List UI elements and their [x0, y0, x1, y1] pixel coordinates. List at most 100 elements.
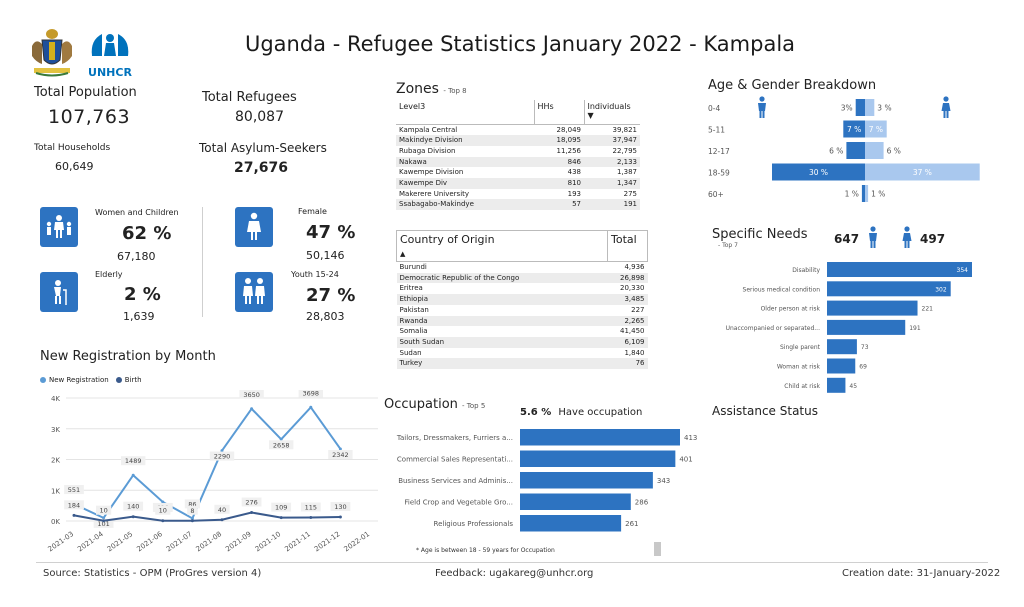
origin-country-cell: Ethiopia — [396, 294, 608, 305]
x-tick-label: 2021-11 — [283, 530, 312, 553]
age-bar-female[interactable] — [865, 163, 980, 181]
origin-table-row[interactable]: Rwanda 2,265 — [396, 315, 648, 327]
series-point[interactable] — [190, 519, 194, 523]
series-point[interactable] — [220, 449, 224, 453]
youth-icon — [243, 278, 265, 304]
age-bar-female[interactable] — [865, 185, 869, 202]
origin-total-cell: 76 — [607, 358, 648, 370]
occupation-scrollbar[interactable] — [654, 542, 661, 556]
bar[interactable] — [520, 429, 680, 446]
bar[interactable] — [827, 262, 972, 277]
occupation-have-label: Have occupation — [558, 407, 643, 418]
zones-table-row[interactable]: Makindye Division 18,095 37,947 — [396, 135, 640, 146]
origin-country-cell: Sudan — [399, 348, 422, 357]
zone-name-cell: Makindye Division — [396, 135, 534, 146]
age-female-label: 7 % — [869, 125, 883, 134]
data-label: 8 — [190, 507, 194, 515]
series-point[interactable] — [131, 473, 135, 477]
age-bar-male[interactable] — [843, 120, 865, 138]
origin-table-row[interactable]: Burundi 4,936 — [397, 262, 648, 273]
series-point[interactable] — [131, 515, 135, 519]
unhcr-emblem-icon — [91, 34, 129, 56]
zone-name-cell: Nakawa — [396, 156, 534, 168]
data-label-bg — [155, 505, 171, 515]
origin-table-row[interactable]: South Sudan 6,109 — [396, 336, 648, 348]
zones-table-row[interactable]: Kawempe Div 810 1,347 — [396, 178, 640, 189]
bar[interactable] — [827, 300, 918, 316]
series-point[interactable] — [220, 518, 224, 522]
series-point[interactable] — [190, 516, 194, 520]
bar[interactable] — [827, 319, 906, 335]
age-female-label: 6 % — [887, 147, 901, 156]
series-point[interactable] — [72, 513, 76, 517]
zone-name-cell: Kampala Central — [399, 125, 458, 134]
series-point[interactable] — [279, 516, 283, 520]
age-bar-male[interactable] — [855, 99, 865, 116]
zone-individuals-cell: 39,821 — [612, 125, 638, 134]
specific-needs-female-count: 497 — [920, 232, 946, 246]
zones-table-row[interactable]: Nakawa 846 2,133 — [396, 156, 640, 168]
data-label-bg — [214, 504, 230, 514]
origin-total-cell: 20,330 — [620, 284, 645, 293]
bar[interactable] — [827, 339, 857, 355]
zones-header-hhs[interactable]: HHs — [534, 100, 585, 124]
youth-count: 28,803 — [306, 310, 345, 323]
age-bar-male[interactable] — [772, 163, 865, 181]
series-point[interactable] — [102, 516, 106, 520]
bar[interactable] — [520, 472, 653, 489]
bar[interactable] — [827, 281, 951, 297]
bar[interactable] — [827, 358, 856, 374]
zones-table-row[interactable]: Ssabagabo-Makindye 57 191 — [396, 199, 640, 211]
male-figure-icon — [757, 96, 767, 122]
series-point[interactable] — [309, 405, 313, 409]
age-bar-female[interactable] — [865, 99, 875, 116]
occupation-note: * Age is between 18 - 59 years for Occup… — [416, 547, 555, 554]
origin-table-row[interactable]: Democratic Republic of the Congo 26,898 — [396, 272, 648, 284]
series-point[interactable] — [250, 511, 254, 515]
origin-table-row[interactable]: Pakistan 227 — [397, 305, 648, 316]
zones-table-row[interactable]: Rubaga Division 11,256 22,795 — [396, 146, 640, 157]
bar-category-label: Commercial Sales Representati... — [397, 455, 513, 463]
data-label-bg — [93, 518, 114, 528]
series-point[interactable] — [102, 519, 106, 523]
series-point[interactable] — [279, 437, 283, 441]
origin-header-country[interactable]: Country of Origin ▲ — [396, 230, 608, 262]
origin-table-row[interactable]: Turkey 76 — [396, 358, 648, 370]
series-point[interactable] — [161, 500, 165, 504]
series-point[interactable] — [309, 515, 313, 519]
age-bar-female[interactable] — [865, 120, 887, 138]
age-bar-male[interactable] — [861, 185, 865, 202]
origin-header-total[interactable]: Total — [611, 233, 637, 246]
data-label: 40 — [218, 506, 226, 514]
data-label-bg — [271, 502, 292, 512]
youth-tile — [235, 272, 273, 312]
age-bar-female[interactable] — [865, 142, 884, 159]
bar-category-label: Tailors, Dressmakers, Furriers a... — [396, 434, 513, 442]
series-point[interactable] — [161, 519, 165, 523]
origin-table-row[interactable]: Sudan 1,840 — [397, 348, 648, 359]
zones-header-level3[interactable]: Level3 — [396, 100, 535, 124]
zones-table-row[interactable]: Kampala Central 28,049 39,821 — [396, 124, 640, 135]
series-point[interactable] — [250, 407, 254, 411]
zones-header-individuals[interactable]: Individuals ▼ — [584, 100, 640, 124]
origin-country-cell: Democratic Republic of the Congo — [396, 272, 608, 284]
x-tick-label: 2021-03 — [47, 530, 76, 553]
bar[interactable] — [520, 515, 622, 532]
origin-table-row[interactable]: Ethiopia 3,485 — [396, 294, 648, 305]
bar[interactable] — [520, 450, 676, 468]
series-point[interactable] — [338, 515, 342, 519]
origin-table-row[interactable]: Eritrea 20,330 — [397, 283, 648, 294]
age-bar-male[interactable] — [846, 142, 865, 159]
bar[interactable] — [827, 377, 846, 393]
zones-table: Level3 HHs Individuals ▼ Kampala Central 2… — [396, 100, 640, 211]
series-point[interactable] — [338, 447, 342, 451]
zones-subtitle: - Top 8 — [443, 87, 467, 95]
data-label-bg — [123, 501, 144, 511]
age-male-label: 1 % — [845, 190, 859, 199]
zones-table-row[interactable]: Kawempe Division 438 1,387 — [396, 167, 640, 178]
origin-table-row[interactable]: Somalia 41,450 — [397, 326, 648, 337]
bar[interactable] — [520, 493, 631, 511]
bar-category-label: Single parent — [780, 344, 821, 351]
zones-table-row[interactable]: Makerere University 193 275 — [396, 189, 640, 200]
y-tick-label: 0K — [51, 518, 60, 526]
